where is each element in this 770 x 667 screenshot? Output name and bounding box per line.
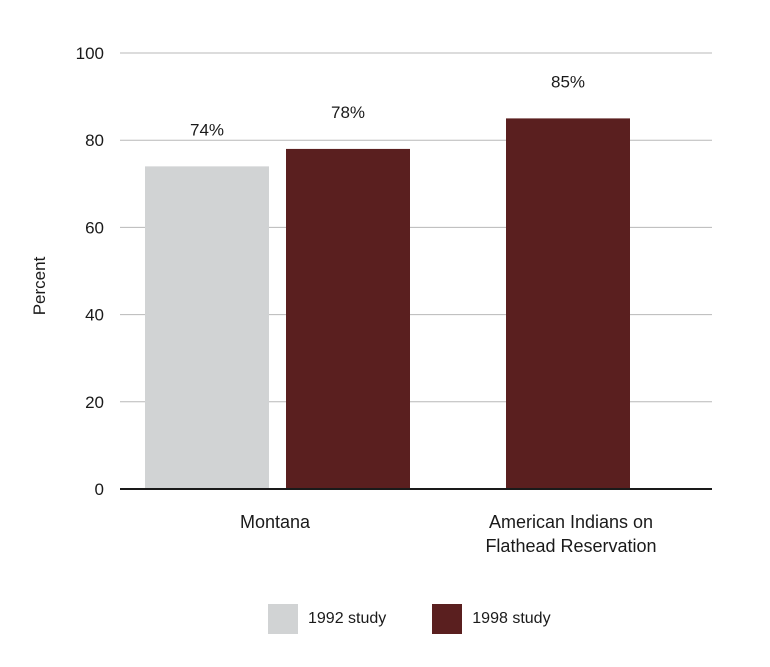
x-tick-label: Flathead Reservation	[485, 536, 656, 556]
bar	[506, 118, 630, 490]
data-label: 78%	[331, 103, 365, 122]
y-axis-label: Percent	[30, 256, 49, 315]
legend-item-1998: 1998 study	[432, 604, 551, 634]
legend-item-1992: 1992 study	[268, 604, 386, 634]
bar	[286, 148, 410, 490]
y-tick-label: 0	[95, 480, 104, 499]
legend: 1992 study 1998 study	[268, 604, 597, 634]
y-tick-label: 100	[76, 44, 104, 63]
legend-swatch-1998	[432, 604, 463, 634]
legend-swatch-1992	[268, 604, 298, 634]
legend-label-1992: 1992 study	[308, 610, 387, 627]
data-label: 85%	[551, 72, 585, 91]
y-tick-label: 40	[85, 306, 104, 325]
x-tick-label: American Indians on	[489, 512, 653, 532]
bar	[145, 166, 269, 490]
data-label: 74%	[190, 120, 224, 139]
y-tick-label: 60	[85, 218, 104, 237]
y-tick-label: 80	[85, 131, 104, 150]
legend-label-1998: 1998 study	[472, 610, 551, 627]
x-tick-label: Montana	[240, 512, 311, 532]
y-tick-label: 20	[85, 393, 104, 412]
